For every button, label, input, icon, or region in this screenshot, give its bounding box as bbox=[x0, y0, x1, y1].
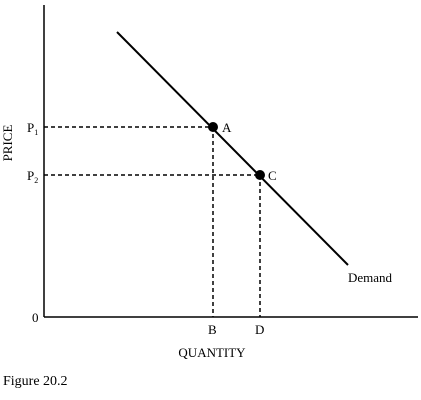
point-a-label: A bbox=[222, 120, 232, 135]
p2-letter: P bbox=[27, 168, 34, 183]
demand-curve bbox=[116, 31, 349, 266]
x-axis-title: QUANTITY bbox=[178, 345, 246, 360]
quantity-label-d: D bbox=[255, 322, 264, 337]
y-axis-title: PRICE bbox=[0, 125, 15, 162]
point-a-marker bbox=[208, 122, 218, 132]
price-label-p1: P1 bbox=[27, 120, 38, 137]
demand-curve-label: Demand bbox=[348, 270, 393, 285]
quantity-label-b: B bbox=[208, 322, 217, 337]
p1-letter: P bbox=[27, 120, 34, 135]
figure-caption: Figure 20.2 bbox=[3, 374, 68, 389]
p1-subscript: 1 bbox=[34, 128, 38, 137]
point-c-label: C bbox=[268, 168, 277, 183]
origin-label: 0 bbox=[32, 310, 39, 325]
point-c-marker bbox=[255, 170, 265, 180]
p2-subscript: 2 bbox=[34, 176, 38, 185]
price-label-p2: P2 bbox=[27, 168, 38, 185]
